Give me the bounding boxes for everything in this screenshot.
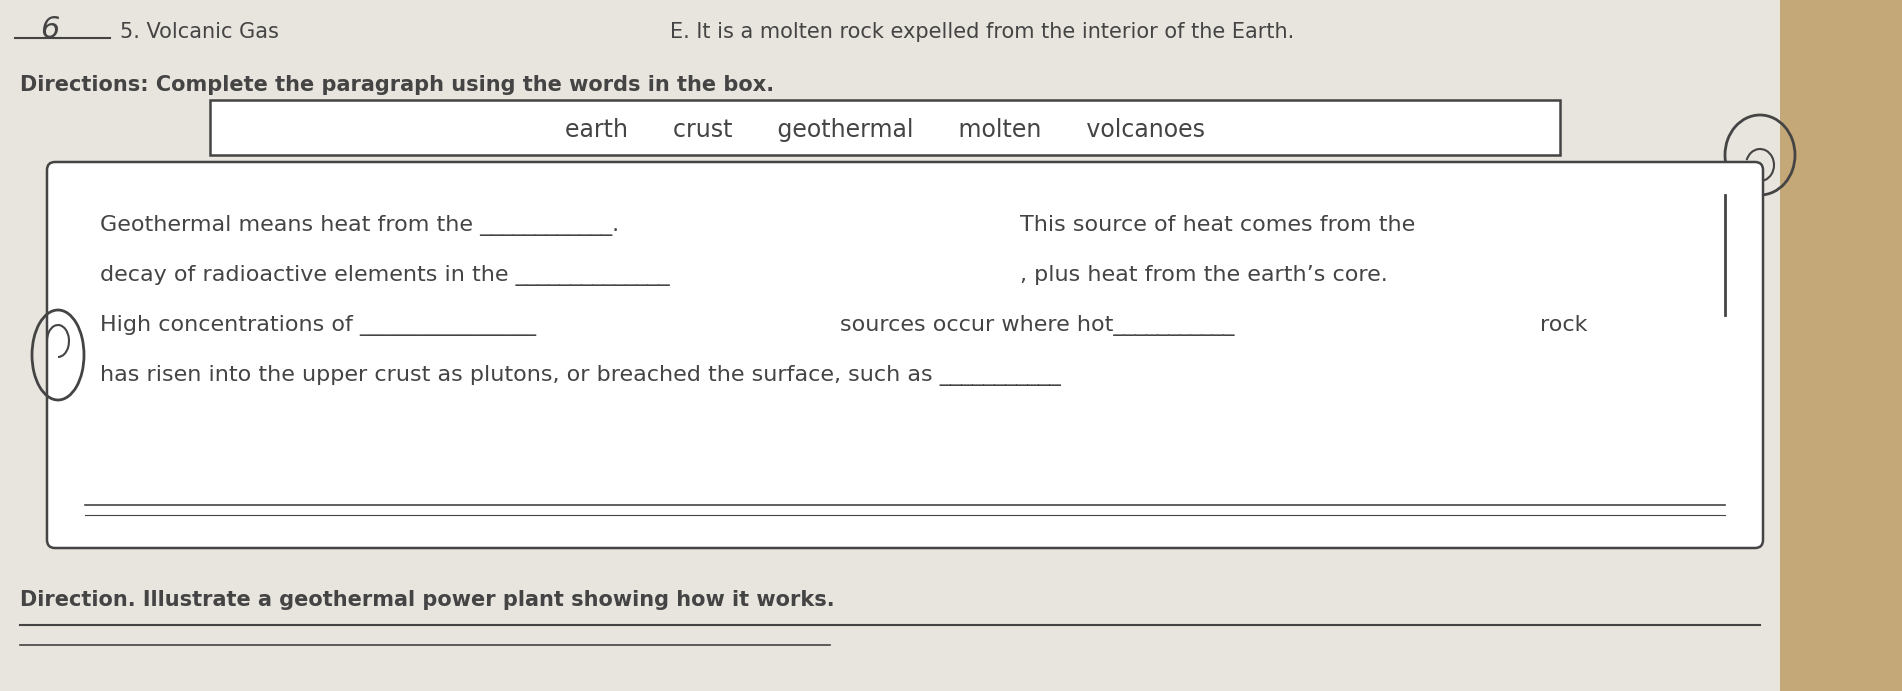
Text: This source of heat comes from the: This source of heat comes from the: [1019, 215, 1415, 235]
Text: sources occur where hot___________: sources occur where hot___________: [841, 315, 1234, 336]
Text: decay of radioactive elements in the ______________: decay of radioactive elements in the ___…: [101, 265, 670, 286]
Text: rock: rock: [1541, 315, 1588, 335]
Text: 6: 6: [40, 15, 59, 44]
Text: Directions: Complete the paragraph using the words in the box.: Directions: Complete the paragraph using…: [21, 75, 774, 95]
FancyBboxPatch shape: [48, 162, 1763, 548]
Text: High concentrations of ________________: High concentrations of ________________: [101, 315, 536, 336]
Text: earth      crust      geothermal      molten      volcanoes: earth crust geothermal molten volcanoes: [565, 117, 1206, 142]
Text: 5. Volcanic Gas: 5. Volcanic Gas: [120, 22, 280, 42]
Text: Geothermal means heat from the ____________.: Geothermal means heat from the _________…: [101, 215, 620, 236]
Bar: [209, 100, 1560, 155]
Text: Direction. Illustrate a geothermal power plant showing how it works.: Direction. Illustrate a geothermal power…: [21, 590, 835, 610]
Text: has risen into the upper crust as plutons, or breached the surface, such as ____: has risen into the upper crust as pluton…: [101, 365, 1061, 386]
Bar: [1780, 0, 1902, 691]
Text: E. It is a molten rock expelled from the interior of the Earth.: E. It is a molten rock expelled from the…: [670, 22, 1293, 42]
Text: , plus heat from the earth’s core.: , plus heat from the earth’s core.: [1019, 265, 1388, 285]
